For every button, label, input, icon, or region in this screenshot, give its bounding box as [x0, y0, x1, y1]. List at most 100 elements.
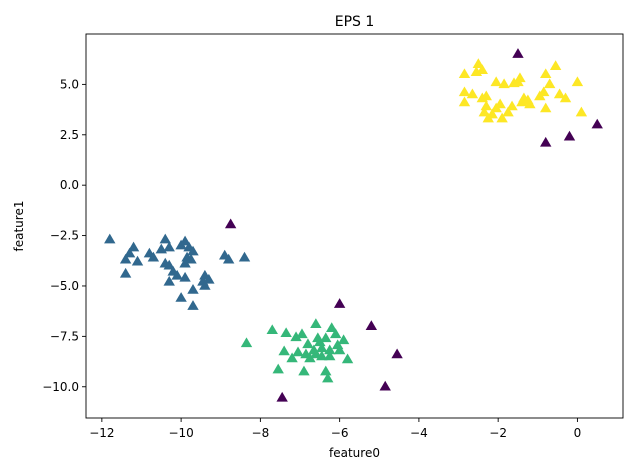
point-cluster-0-4 — [131, 255, 144, 266]
point-cluster-2-26 — [538, 86, 550, 97]
point-cluster-2-33 — [571, 76, 584, 87]
point-cluster-1-1 — [280, 327, 292, 338]
point-cluster-1-5 — [286, 352, 298, 363]
point-cluster-1-7 — [290, 331, 302, 342]
point-cluster-1-0 — [266, 324, 278, 335]
point-cluster-1-23 — [329, 328, 342, 339]
chart-title: EPS 1 — [335, 14, 375, 30]
point-cluster-1-6 — [292, 346, 304, 357]
point-cluster-2-5 — [476, 64, 489, 75]
point-cluster-1-4 — [278, 345, 290, 356]
point-cluster-1-30 — [320, 332, 332, 343]
point-cluster-2-1 — [458, 96, 471, 107]
point-cluster-0-26 — [187, 300, 199, 310]
point-cluster-2-12 — [490, 76, 502, 87]
point-cluster-1-17 — [316, 342, 328, 353]
point-cluster-1-11 — [304, 352, 316, 363]
point-cluster-1-21 — [324, 350, 336, 361]
point-noise-9 — [276, 391, 288, 402]
point-cluster-1-3 — [272, 363, 284, 374]
point-cluster-1-20 — [324, 344, 336, 355]
point-cluster-0-20 — [185, 253, 197, 264]
point-cluster-2-0 — [458, 68, 471, 79]
point-cluster-0-32 — [222, 253, 235, 264]
point-cluster-0-0 — [104, 233, 116, 244]
point-cluster-2-4 — [472, 58, 485, 68]
point-noise-3 — [540, 136, 552, 147]
y-tick-label-0: 5.0 — [60, 77, 79, 91]
point-cluster-1-9 — [298, 365, 310, 376]
points-layer — [104, 48, 603, 402]
point-cluster-2-28 — [540, 68, 552, 79]
point-cluster-0-30 — [203, 273, 215, 284]
x-tick-label-4: −4 — [410, 426, 428, 440]
y-tick-label-4: −5.0 — [50, 279, 79, 293]
x-tick-label-6: 0 — [574, 426, 582, 440]
point-cluster-1-13 — [310, 318, 322, 328]
point-cluster-2-24 — [524, 98, 536, 109]
point-cluster-0-33 — [238, 251, 251, 262]
point-cluster-1-22 — [326, 322, 338, 333]
point-cluster-0-7 — [147, 251, 160, 262]
point-cluster-0-2 — [127, 241, 140, 252]
x-axis-ticks: −12 −10 −8 −6 −4 −2 0 — [89, 418, 581, 440]
point-cluster-0-19 — [179, 257, 191, 268]
point-cluster-2-17 — [506, 100, 518, 111]
point-cluster-1-28 — [310, 348, 322, 359]
point-cluster-2-30 — [549, 60, 562, 70]
point-cluster-0-29 — [199, 279, 211, 290]
y-tick-label-2: 0.0 — [60, 178, 79, 192]
point-cluster-0-23 — [179, 271, 191, 282]
y-axis-ticks: 5.0 2.5 0.0 −2.5 −5.0 −7.5 −10.0 — [42, 77, 86, 394]
point-cluster-0-1 — [123, 247, 136, 258]
point-cluster-1-2 — [240, 337, 253, 348]
point-cluster-0-10 — [163, 241, 175, 252]
point-cluster-0-24 — [175, 292, 187, 302]
point-cluster-0-3 — [119, 253, 132, 264]
point-noise-4 — [224, 218, 237, 229]
point-cluster-1-8 — [296, 328, 308, 339]
point-cluster-0-21 — [163, 275, 175, 286]
y-tick-label-6: −10.0 — [42, 380, 79, 394]
point-cluster-0-22 — [171, 269, 183, 280]
point-noise-5 — [333, 298, 346, 308]
y-tick-label-5: −7.5 — [50, 329, 79, 343]
point-cluster-2-35 — [466, 88, 479, 99]
point-cluster-2-31 — [553, 88, 566, 99]
point-cluster-2-16 — [502, 106, 514, 117]
point-cluster-0-25 — [187, 284, 199, 294]
point-noise-0 — [512, 48, 524, 58]
point-cluster-2-10 — [486, 108, 498, 119]
x-tick-label-1: −10 — [168, 426, 193, 440]
y-axis-label: feature1 — [12, 201, 26, 252]
point-noise-2 — [563, 130, 576, 141]
point-cluster-1-18 — [320, 365, 332, 376]
plot-area-frame — [85, 33, 624, 419]
point-cluster-2-14 — [496, 112, 508, 123]
point-noise-8 — [379, 380, 391, 391]
point-cluster-2-7 — [478, 106, 490, 117]
point-cluster-0-5 — [119, 267, 132, 278]
point-cluster-2-29 — [543, 78, 556, 89]
x-axis-label: feature0 — [329, 446, 380, 460]
point-cluster-1-25 — [333, 344, 346, 355]
point-cluster-0-15 — [179, 235, 191, 246]
point-cluster-1-26 — [337, 334, 350, 345]
point-noise-7 — [391, 348, 403, 359]
point-cluster-2-13 — [494, 98, 506, 109]
point-cluster-2-20 — [514, 72, 526, 83]
x-tick-label-2: −8 — [252, 426, 270, 440]
point-cluster-0-17 — [187, 245, 199, 256]
x-tick-label-0: −12 — [89, 426, 114, 440]
point-cluster-1-19 — [322, 372, 334, 383]
point-cluster-1-27 — [341, 353, 354, 364]
x-tick-label-5: −2 — [489, 426, 507, 440]
point-cluster-1-29 — [302, 338, 314, 349]
point-cluster-2-2 — [458, 86, 471, 97]
point-cluster-2-34 — [575, 106, 588, 117]
point-cluster-2-8 — [480, 100, 492, 111]
point-noise-6 — [365, 320, 378, 331]
point-cluster-2-32 — [559, 92, 572, 103]
